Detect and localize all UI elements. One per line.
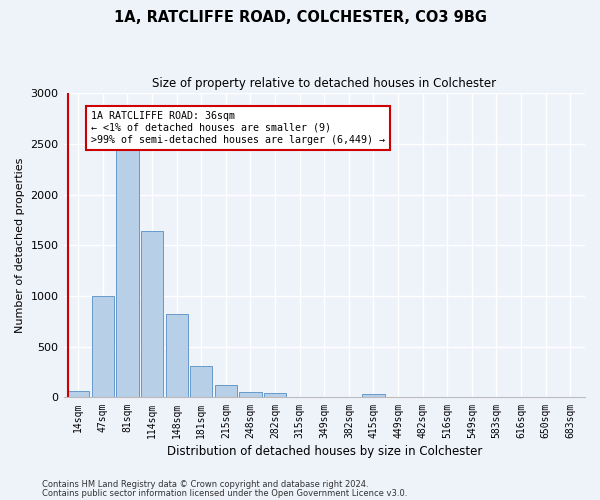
- Y-axis label: Number of detached properties: Number of detached properties: [15, 158, 25, 333]
- Bar: [239, 392, 262, 398]
- Bar: [190, 366, 212, 398]
- X-axis label: Distribution of detached houses by size in Colchester: Distribution of detached houses by size …: [167, 444, 482, 458]
- Text: Contains public sector information licensed under the Open Government Licence v3: Contains public sector information licen…: [42, 489, 407, 498]
- Title: Size of property relative to detached houses in Colchester: Size of property relative to detached ho…: [152, 78, 496, 90]
- Text: 1A RATCLIFFE ROAD: 36sqm
← <1% of detached houses are smaller (9)
>99% of semi-d: 1A RATCLIFFE ROAD: 36sqm ← <1% of detach…: [91, 112, 385, 144]
- Bar: [92, 296, 114, 398]
- Text: 1A, RATCLIFFE ROAD, COLCHESTER, CO3 9BG: 1A, RATCLIFFE ROAD, COLCHESTER, CO3 9BG: [113, 10, 487, 25]
- Bar: [141, 230, 163, 398]
- Bar: [264, 393, 286, 398]
- Bar: [116, 149, 139, 398]
- Bar: [67, 392, 89, 398]
- Bar: [166, 314, 188, 398]
- Bar: [362, 394, 385, 398]
- Bar: [215, 385, 237, 398]
- Text: Contains HM Land Registry data © Crown copyright and database right 2024.: Contains HM Land Registry data © Crown c…: [42, 480, 368, 489]
